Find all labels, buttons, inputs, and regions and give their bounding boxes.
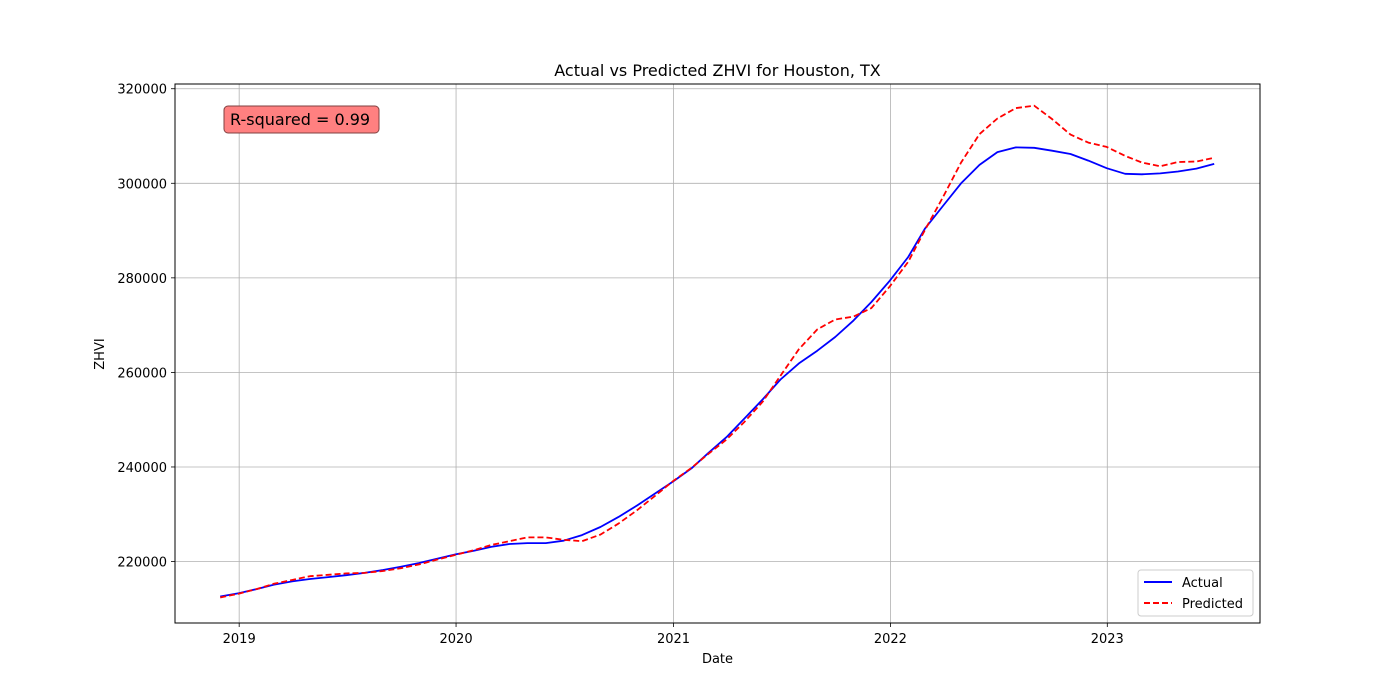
legend: Actual Predicted	[1137, 569, 1254, 617]
x-tick-label: 2020	[440, 632, 473, 647]
series-line-predicted	[220, 104, 1215, 599]
legend-label-predicted: Predicted	[1182, 597, 1243, 612]
series-lines	[220, 104, 1215, 599]
chart-title: Actual vs Predicted ZHVI for Houston, TX	[554, 61, 881, 80]
x-tick-label: 2022	[874, 632, 907, 647]
y-tick-label: 300000	[117, 177, 167, 192]
y-tick-label: 280000	[117, 272, 167, 287]
y-tick-label: 240000	[117, 461, 167, 476]
y-axis-ticks: 220000 240000 260000 280000 300000 320000	[117, 83, 175, 571]
series-line-actual	[220, 146, 1215, 598]
legend-label-actual: Actual	[1182, 576, 1223, 591]
y-axis-label: ZHVI	[93, 338, 108, 369]
plot-area	[175, 84, 1260, 623]
plot-frame	[174, 83, 1261, 624]
annotation-text: R-squared = 0.99	[230, 110, 370, 129]
x-tick-label: 2023	[1091, 632, 1124, 647]
y-tick-label: 320000	[117, 83, 167, 98]
x-axis-ticks: 2019 2020 2021 2022 2023	[223, 623, 1124, 647]
annotation-background	[223, 105, 380, 134]
x-tick-label: 2021	[657, 632, 690, 647]
x-tick-label: 2019	[223, 632, 256, 647]
grid-lines	[175, 84, 1260, 623]
x-axis-label: Date	[702, 652, 733, 667]
r-squared-annotation: R-squared = 0.99	[223, 105, 380, 134]
y-tick-label: 260000	[117, 366, 167, 381]
y-tick-label: 220000	[117, 556, 167, 571]
